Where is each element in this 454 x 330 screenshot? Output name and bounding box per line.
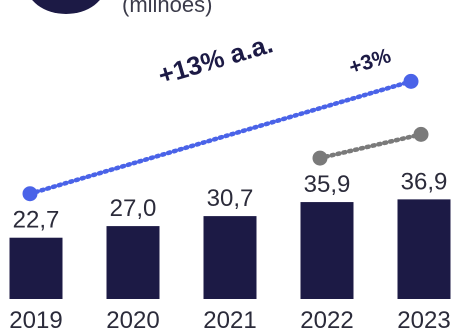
tick-label-2019: 2019 — [9, 307, 62, 330]
tick-label-2022: 2022 — [300, 307, 353, 330]
bar-2019 — [9, 237, 63, 299]
bars-group — [9, 199, 451, 299]
bar-2023 — [397, 199, 451, 299]
tick-label-2023: 2023 — [397, 307, 450, 330]
value-labels-group: 22,7 27,0 30,7 35,9 36,9 — [13, 168, 448, 233]
cagr-end-dot — [403, 73, 419, 89]
bar-2020 — [106, 226, 160, 299]
value-label-2023: 36,9 — [401, 168, 448, 195]
bar-2022 — [300, 202, 354, 299]
yoy-trend-line — [317, 132, 424, 161]
cagr-trend-line — [27, 79, 414, 196]
tick-label-2020: 2020 — [106, 307, 159, 330]
yoy-annotation: +3% — [346, 44, 394, 79]
value-label-2020: 27,0 — [110, 195, 157, 222]
yoy-start-dot — [312, 150, 328, 166]
cagr-start-dot — [22, 186, 38, 202]
growth-annotations-group: +13% a.a. +3% — [22, 28, 429, 202]
value-label-2022: 35,9 — [304, 171, 351, 198]
tick-label-2021: 2021 — [203, 307, 256, 330]
value-label-2021: 30,7 — [207, 185, 254, 212]
header-circle — [32, 0, 100, 14]
cagr-annotation: +13% a.a. — [155, 28, 276, 90]
bar-2021 — [203, 216, 257, 299]
unit-label: (milhões) — [122, 0, 212, 17]
yoy-end-dot — [413, 126, 429, 142]
x-axis-ticks-group: 2019 2020 2021 2022 2023 — [9, 307, 450, 330]
header-decoration: (milhões) — [32, 0, 212, 17]
value-label-2019: 22,7 — [13, 207, 60, 234]
